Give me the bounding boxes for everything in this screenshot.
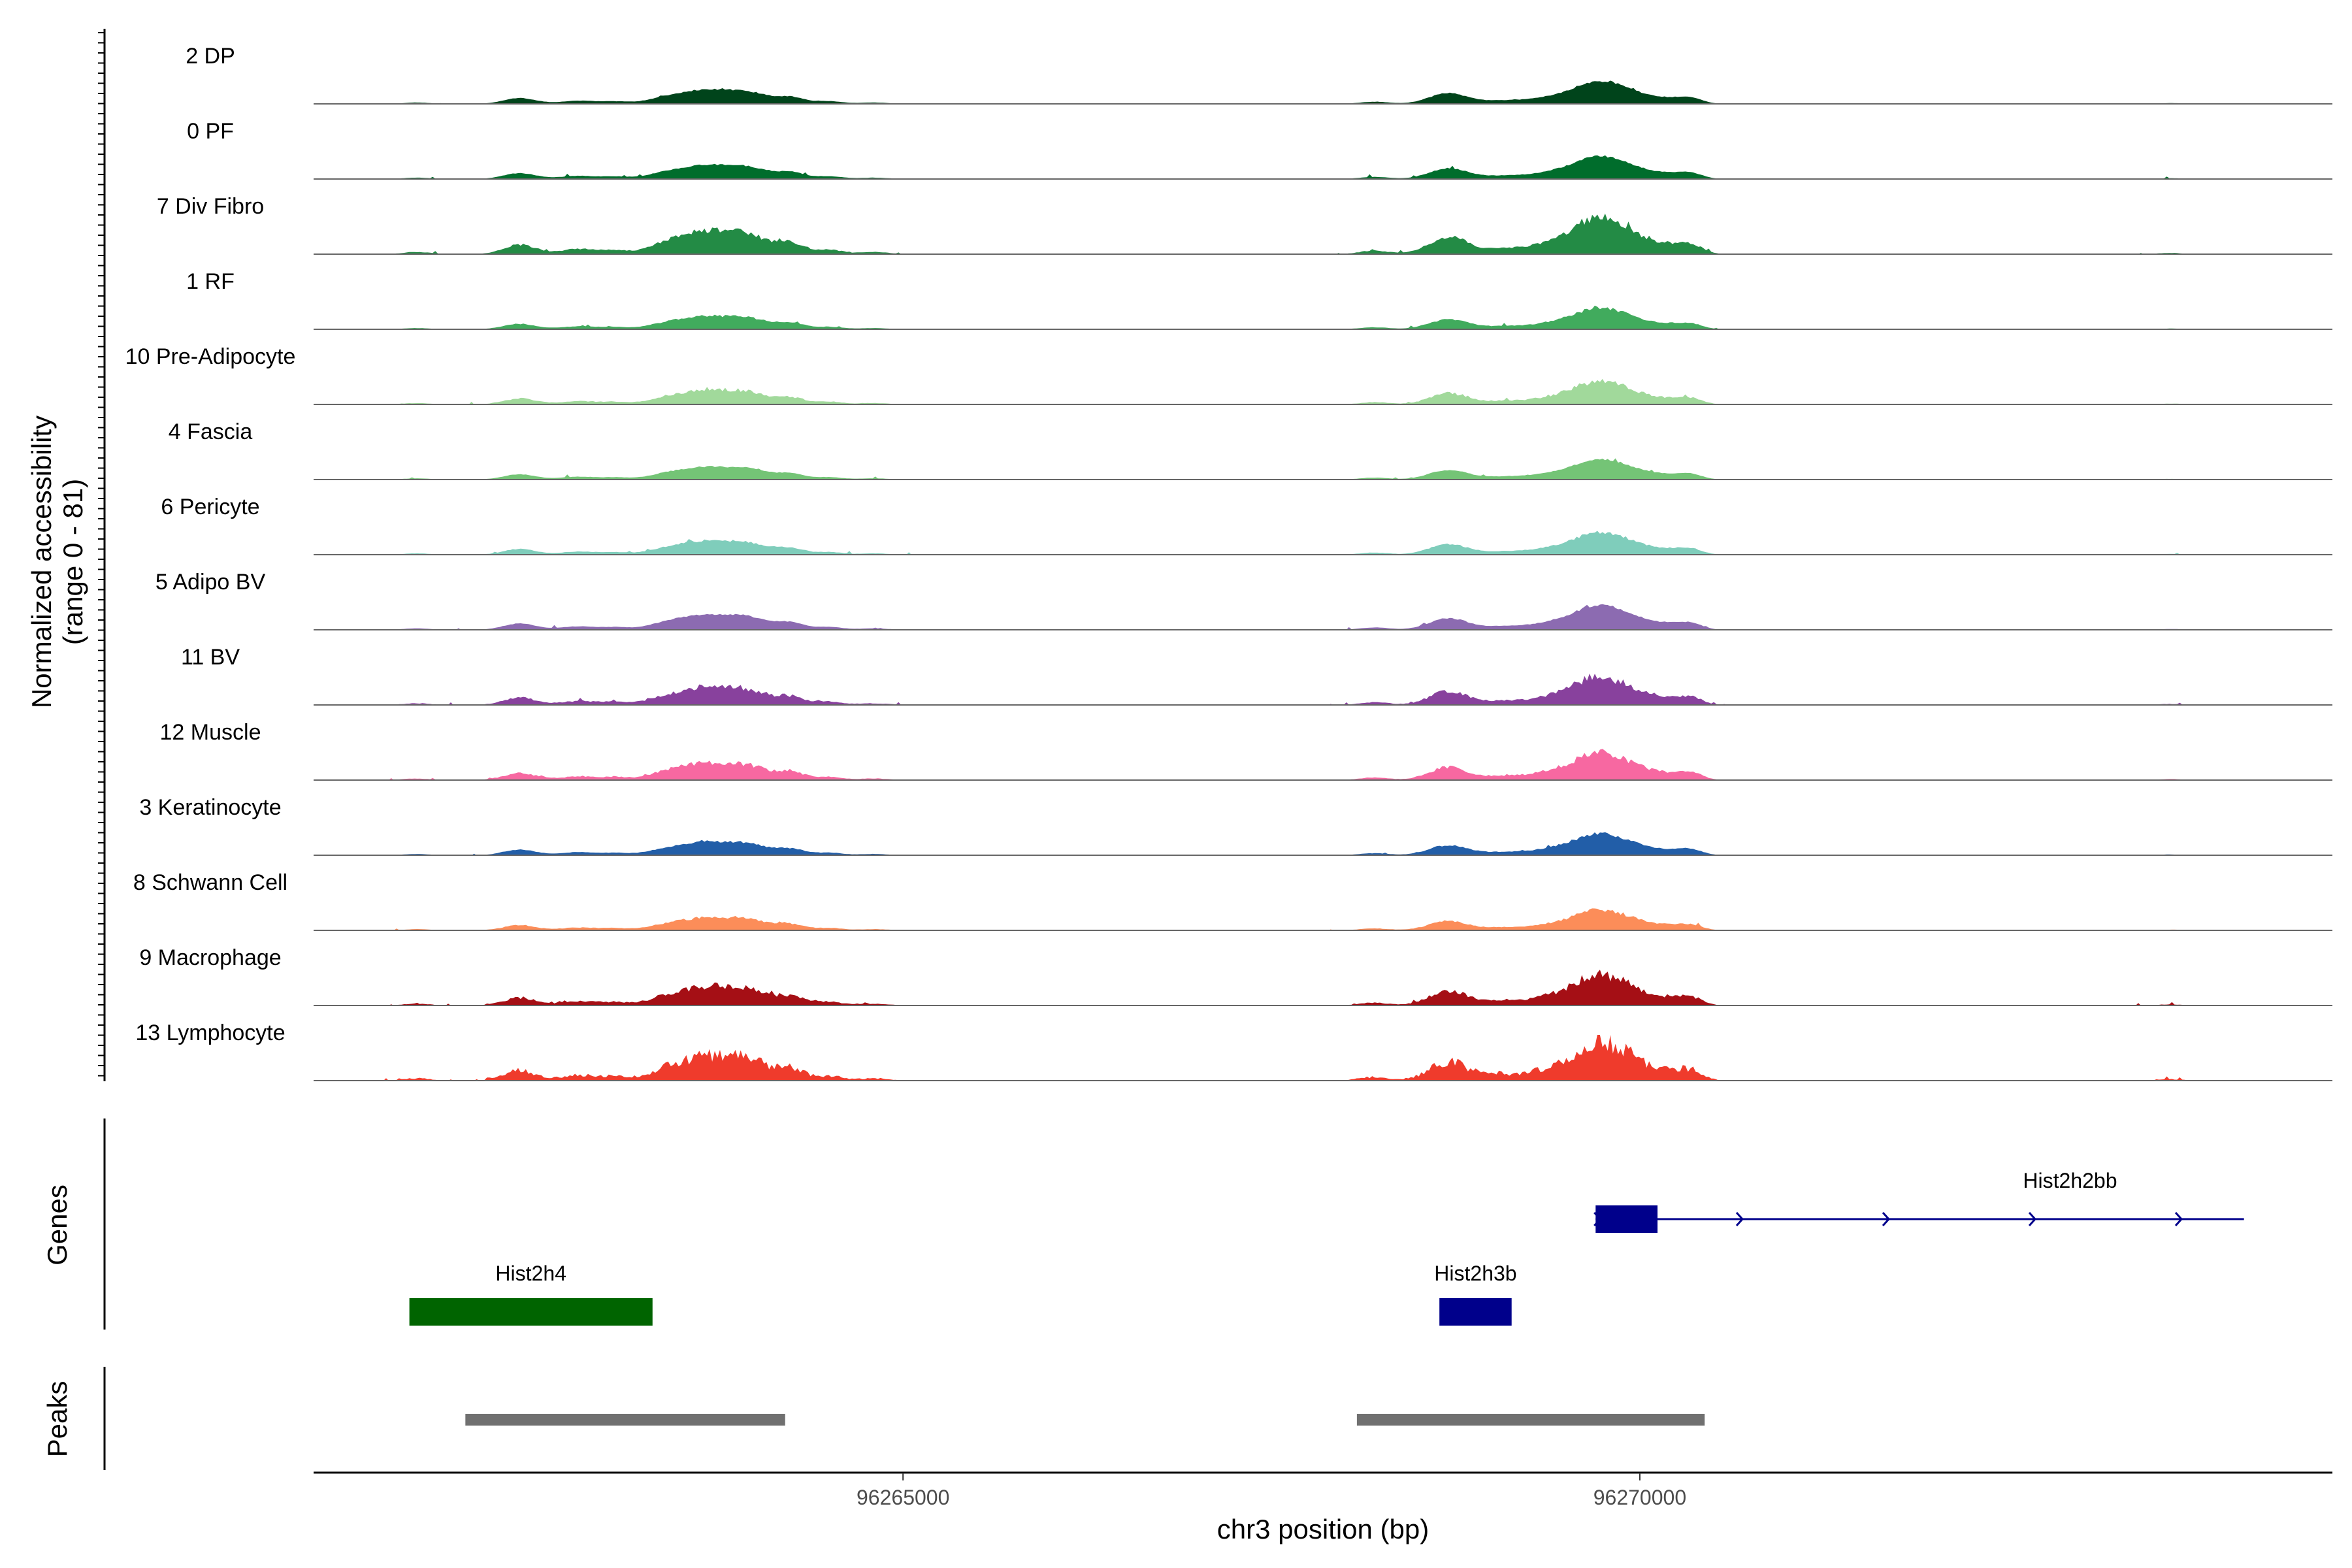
gene-exon [1439,1298,1512,1326]
track-label: 12 Muscle [160,720,261,745]
track-area [314,379,2332,404]
track-area [314,832,2332,855]
track-3-keratinocyte: 3 Keratinocyte [139,795,2332,856]
track-label: 8 Schwann Cell [133,870,287,895]
gene-hist2h2bb: Hist2h2bb [1593,1169,2244,1233]
track-label: 9 Macrophage [139,945,281,970]
gene-label: Hist2h4 [495,1262,566,1285]
track-label: 10 Pre-Adipocyte [125,344,296,369]
track-11-bv: 11 BV [181,645,2332,706]
gene-label: Hist2h3b [1434,1262,1516,1285]
track-label: 7 Div Fibro [157,194,264,219]
y-axis-title-line2: (range 0 - 81) [57,479,88,645]
track-area [314,458,2332,480]
track-label: 11 BV [181,645,240,670]
track-label: 2 DP [186,44,235,69]
gene-hist2h3b: Hist2h3b [1434,1262,1517,1326]
track-9-macrophage: 9 Macrophage [139,945,2332,1006]
track-area [314,80,2332,104]
coverage-tracks: 2 DP 0 PF 7 Div Fibro 1 RF 10 Pre-Adipocyte 4… [125,44,2332,1081]
track-area [314,970,2332,1005]
track-area [314,908,2332,930]
peaks-panel-title: Peaks [42,1381,73,1458]
track-label: 6 Pericyte [161,495,259,519]
track-label: 1 RF [186,269,235,294]
accessibility-axis [98,29,106,1081]
y-axis-title-line1: Normalized accessibility [26,416,57,708]
track-area [314,674,2332,705]
gene-label: Hist2h2bb [2023,1169,2117,1192]
gene-hist2h4: Hist2h4 [409,1262,653,1326]
track-13-lymphocyte: 13 Lymphocyte [135,1021,2332,1081]
track-area [314,531,2332,555]
track-10-pre-adipocyte: 10 Pre-Adipocyte [125,344,2332,405]
x-axis-title: chr3 position (bp) [1217,1514,1429,1544]
track-area [314,213,2332,254]
track-area [314,155,2332,179]
strand-arrow-icon [1882,1211,1891,1227]
track-1-rf: 1 RF [186,269,2332,330]
peak-region [465,1414,785,1426]
track-2-dp: 2 DP [186,44,2332,105]
track-6-pericyte: 6 Pericyte [161,495,2332,555]
track-area [314,1035,2332,1081]
track-label: 0 PF [187,119,234,144]
x-axis: 96265000 96270000 chr3 position (bp) [314,1471,2332,1544]
track-8-schwann-cell: 8 Schwann Cell [133,870,2332,931]
track-label: 13 Lymphocyte [135,1021,285,1045]
genes-panel: Genes Hist2h2bb Hist2h4 Hist2h3b [42,1119,2244,1330]
track-5-adipo-bv: 5 Adipo BV [155,570,2332,630]
track-label: 3 Keratinocyte [139,795,281,820]
gene-exon [1595,1205,1658,1233]
peak-region [1356,1414,1705,1426]
strand-arrow-icon [2028,1211,2037,1227]
x-axis-ticks: 96265000 96270000 [857,1473,1686,1509]
track-label: 5 Adipo BV [155,570,266,595]
peaks-panel: Peaks [42,1367,1705,1470]
strand-arrow-icon [2174,1211,2183,1227]
x-tick-label: 96270000 [1593,1486,1686,1509]
track-7-div-fibro: 7 Div Fibro [157,194,2332,255]
peak-regions [465,1414,1705,1426]
gene-annotations: Hist2h2bb Hist2h4 Hist2h3b [409,1169,2244,1326]
track-0-pf: 0 PF [187,119,2332,180]
y-axis-title: Normalized accessibility (range 0 - 81) [26,416,88,708]
track-area [314,604,2332,630]
track-area [314,305,2332,329]
strand-arrow-icon [1735,1211,1744,1227]
gene-exon [409,1298,653,1326]
track-12-muscle: 12 Muscle [160,720,2332,781]
genes-panel-title: Genes [42,1184,73,1266]
x-tick-label: 96265000 [857,1486,949,1509]
track-4-fascia: 4 Fascia [169,419,2332,480]
track-area [314,749,2332,780]
track-label: 4 Fascia [169,419,253,444]
